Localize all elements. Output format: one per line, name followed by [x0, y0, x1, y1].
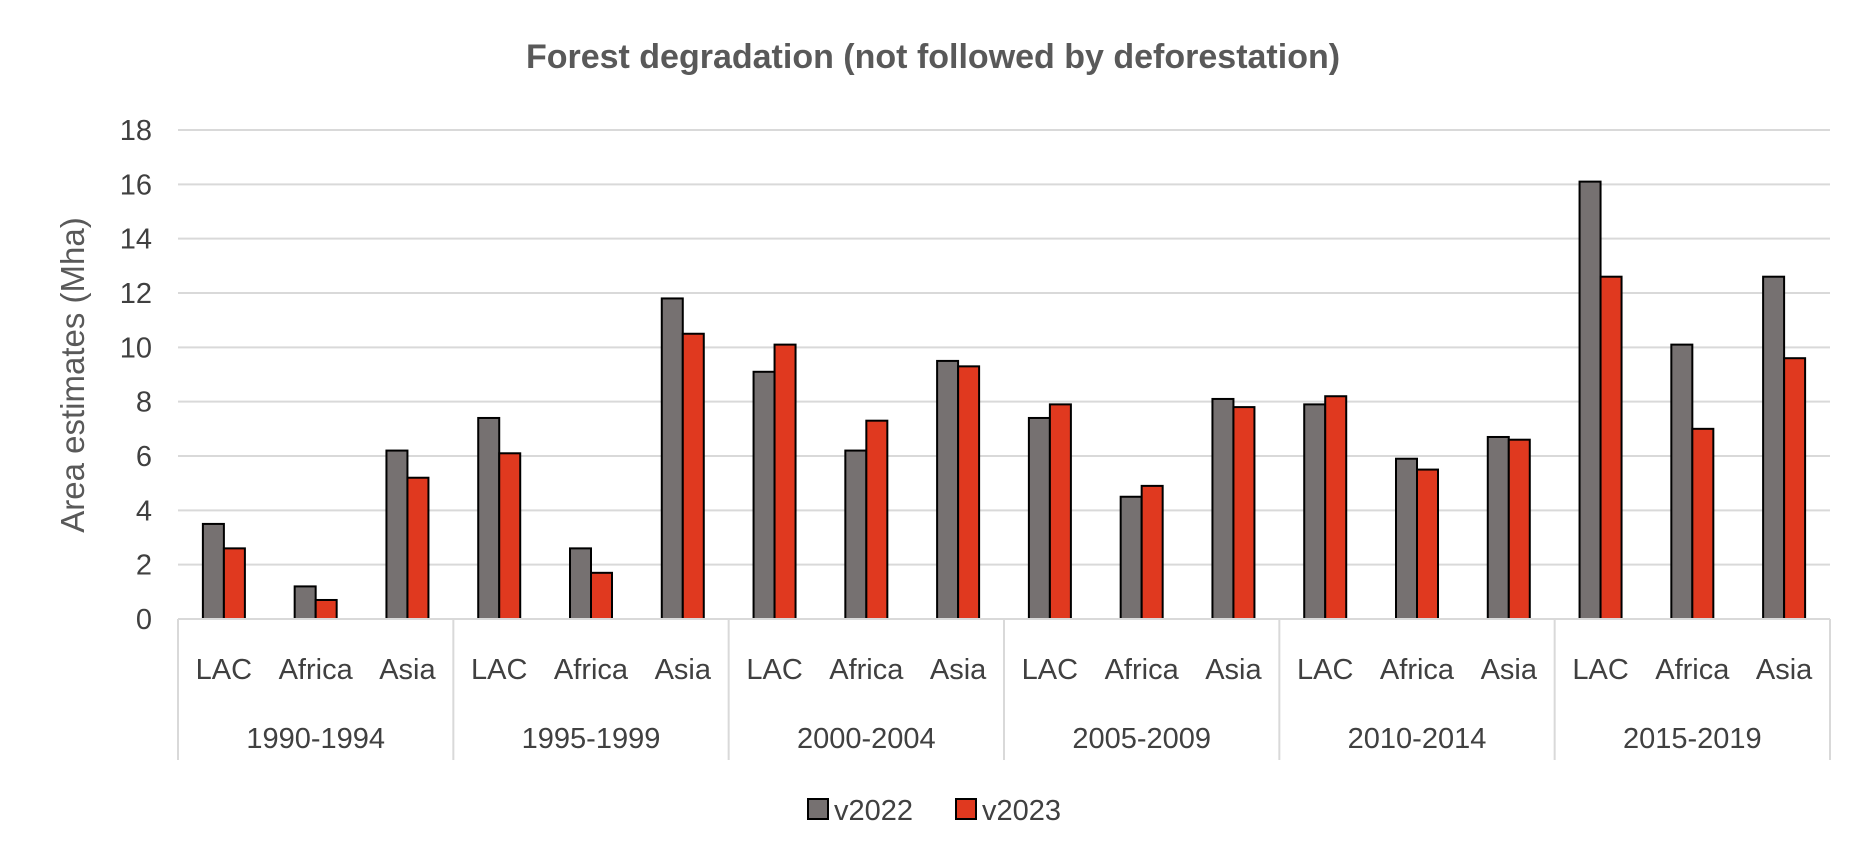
- legend-label-v2022: v2022: [834, 795, 913, 827]
- category-label: Asia: [930, 654, 987, 686]
- bar-v2022: [1670, 343, 1694, 620]
- bar-v2022: [660, 297, 684, 620]
- legend-swatch-v2023: [955, 798, 977, 820]
- bar-v2022: [1027, 416, 1051, 621]
- category-label: LAC: [196, 654, 252, 686]
- bar-v2022: [1211, 397, 1235, 621]
- group-label: 2010-2014: [1348, 723, 1487, 755]
- group-label: 2015-2019: [1623, 723, 1762, 755]
- bar-v2022: [1303, 403, 1327, 620]
- category-label: LAC: [1022, 654, 1078, 686]
- category-label: Africa: [1655, 654, 1730, 686]
- bar-v2022: [293, 585, 317, 621]
- category-label: LAC: [1572, 654, 1628, 686]
- category-label: LAC: [471, 654, 527, 686]
- bars: [201, 180, 1807, 621]
- bar-v2023: [1416, 468, 1439, 621]
- category-label: Asia: [1205, 654, 1262, 686]
- bar-v2023: [773, 343, 797, 620]
- category-label: Asia: [655, 654, 712, 686]
- bar-v2022: [1119, 495, 1143, 620]
- chart-title: Forest degradation (not followed by defo…: [526, 38, 1340, 76]
- bar-v2023: [957, 365, 981, 620]
- y-axis-title: Area estimates (Mha): [54, 217, 91, 532]
- bar-v2023: [1599, 275, 1623, 620]
- bar-v2023: [222, 547, 246, 620]
- bar-v2022: [936, 359, 960, 620]
- x-axis: LAC Africa Asia LAC Africa Asia LAC Africa Asia L…: [177, 618, 1831, 760]
- legend: v2022 v2023: [807, 795, 1061, 827]
- legend-swatch-v2022: [807, 798, 829, 820]
- y-tick-label: 6: [136, 441, 152, 473]
- group-label: 2005-2009: [1072, 723, 1211, 755]
- category-label: Africa: [279, 654, 354, 686]
- category-label: LAC: [1297, 654, 1353, 686]
- bar-v2022: [1486, 435, 1510, 620]
- bar-v2022: [1762, 275, 1786, 620]
- bar-v2023: [681, 332, 705, 620]
- category-label: Asia: [379, 654, 436, 686]
- bar-v2022: [1395, 457, 1418, 621]
- category-label: LAC: [746, 654, 802, 686]
- bar-v2022: [477, 416, 501, 621]
- legend-label-v2023: v2023: [982, 795, 1061, 827]
- bar-v2022: [385, 449, 409, 621]
- y-tick-label: 0: [136, 604, 152, 636]
- category-label: Africa: [829, 654, 904, 686]
- y-tick-label: 16: [120, 169, 152, 201]
- category-label: Asia: [1481, 654, 1538, 686]
- bar-v2023: [406, 476, 430, 620]
- y-tick-label: 8: [136, 387, 152, 419]
- bar-v2023: [1048, 403, 1072, 620]
- bar-v2023: [1783, 357, 1807, 620]
- bar-v2022: [844, 449, 868, 621]
- bar-v2022: [201, 522, 225, 621]
- group-label: 1990-1994: [246, 723, 385, 755]
- bar-v2023: [590, 571, 613, 620]
- bar-v2023: [1232, 406, 1256, 620]
- bar-v2023: [1691, 427, 1715, 621]
- bar-v2023: [498, 452, 522, 620]
- y-tick-label: 10: [120, 332, 152, 364]
- category-label: Africa: [554, 654, 629, 686]
- bar-v2022: [1578, 180, 1602, 620]
- bar-v2022: [569, 547, 592, 620]
- bar-v2023: [314, 598, 338, 621]
- bar-v2023: [865, 419, 889, 620]
- bar-v2023: [1140, 484, 1164, 620]
- y-tick-label: 18: [120, 115, 152, 147]
- bar-v2022: [752, 370, 776, 620]
- category-label: Africa: [1380, 654, 1455, 686]
- bar-v2023: [1507, 438, 1531, 621]
- group-label: 1995-1999: [522, 723, 661, 755]
- gridlines: [178, 129, 1830, 566]
- category-label: Asia: [1756, 654, 1813, 686]
- y-axis-ticks: 0 2 4 6 8 10 12 14 16 18: [120, 115, 152, 636]
- y-tick-label: 2: [136, 550, 152, 582]
- bar-v2023: [1324, 395, 1348, 620]
- y-tick-label: 14: [120, 224, 152, 256]
- category-label: Africa: [1105, 654, 1180, 686]
- y-tick-label: 12: [120, 278, 152, 310]
- group-label: 2000-2004: [797, 723, 936, 755]
- y-tick-label: 4: [136, 495, 152, 527]
